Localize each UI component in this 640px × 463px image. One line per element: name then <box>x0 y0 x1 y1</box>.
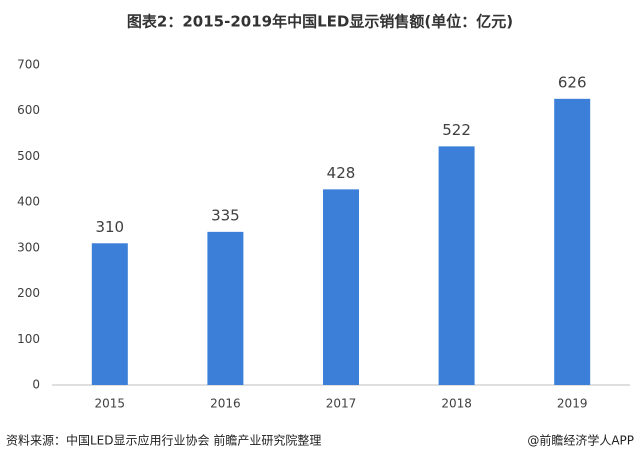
value-label: 310 <box>95 218 124 236</box>
y-tick-label: 200 <box>17 286 40 300</box>
value-label: 428 <box>327 164 356 182</box>
x-tick-label: 2017 <box>326 397 357 411</box>
bar <box>91 243 128 385</box>
bar <box>554 98 591 385</box>
bar <box>323 189 359 385</box>
source: 资料来源：中国LED显示应用行业协会 前瞻产业研究院整理 <box>6 433 321 448</box>
y-tick-label: 100 <box>17 332 40 346</box>
x-tick-label: 2019 <box>557 397 588 411</box>
y-tick-label: 0 <box>32 378 40 392</box>
x-tick-label: 2015 <box>95 397 126 411</box>
x-tick-label: 2016 <box>210 397 241 411</box>
y-tick-label: 500 <box>17 149 40 163</box>
value-label: 522 <box>442 121 471 139</box>
bar <box>438 146 475 385</box>
chart-title: 图表2：2015-2019年中国LED显示销售额(单位：亿元) <box>127 13 513 31</box>
y-tick-label: 700 <box>17 58 40 72</box>
value-label: 335 <box>211 206 240 224</box>
bar <box>207 231 244 385</box>
y-tick-label: 600 <box>17 103 40 117</box>
value-label: 626 <box>558 73 587 91</box>
y-tick-label: 300 <box>17 240 40 254</box>
y-tick-label: 400 <box>17 195 40 209</box>
credit: @前瞻经济学人APP <box>527 433 634 448</box>
x-tick-label: 2018 <box>441 397 472 411</box>
